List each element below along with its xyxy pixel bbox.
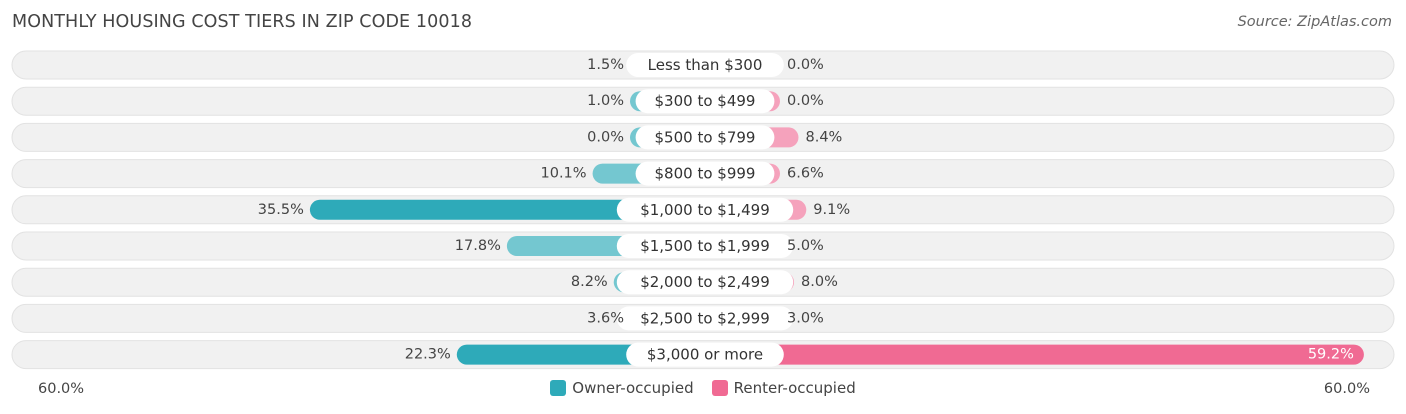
source-label: Source: ZipAtlas.com: [1237, 14, 1392, 30]
renter-value-label: 8.4%: [805, 129, 842, 145]
owner-value-label: 10.1%: [541, 166, 587, 182]
category-pill: [616, 234, 794, 258]
category-label: $1,000 to $1,499: [640, 201, 770, 219]
renter-bar: [705, 344, 1364, 365]
owner-value-label: 1.0%: [587, 93, 624, 109]
category-pill: [635, 161, 775, 186]
renter-value-label: 5.0%: [787, 238, 824, 254]
chart-title: MONTHLY HOUSING COST TIERS IN ZIP CODE 1…: [12, 12, 473, 32]
legend: Owner-occupied Renter-occupied: [0, 379, 1406, 397]
owner-value-label: 17.8%: [455, 238, 501, 254]
owner-value-label: 3.6%: [587, 310, 624, 326]
renter-value-label: 0.0%: [787, 93, 824, 109]
category-label: $1,500 to $1,999: [640, 237, 770, 255]
legend-renter-label: Renter-occupied: [733, 379, 856, 397]
renter-value-label: 6.6%: [787, 166, 824, 182]
renter-value-label: 8.0%: [801, 274, 838, 290]
category-pill: [616, 270, 794, 295]
category-pill: [616, 306, 794, 331]
category-label: Less than $300: [648, 56, 763, 74]
category-label: $500 to $799: [655, 128, 756, 146]
owner-value-label: 35.5%: [258, 202, 304, 218]
category-label: $800 to $999: [655, 165, 756, 183]
renter-value-label: 9.1%: [813, 202, 850, 218]
legend-renter: Renter-occupied: [711, 379, 856, 397]
renter-value-label: 0.0%: [787, 57, 824, 73]
owner-value-label: 0.0%: [587, 129, 624, 145]
legend-owner-label: Owner-occupied: [572, 379, 694, 397]
axis-left-label: 60.0%: [38, 381, 85, 397]
category-label: $2,000 to $2,499: [640, 273, 770, 291]
renter-value-label: 3.0%: [787, 310, 824, 326]
axis-right-label: 60.0%: [1323, 381, 1370, 397]
owner-value-label: 8.2%: [571, 274, 608, 290]
category-pill: [635, 89, 775, 114]
category-label: $3,000 or more: [647, 346, 763, 364]
owner-bar: [309, 199, 705, 220]
category-pill: [626, 342, 784, 367]
owner-value-label: 22.3%: [405, 347, 451, 363]
category-label: $300 to $499: [655, 92, 756, 110]
owner-value-label: 1.5%: [587, 57, 624, 73]
renter-swatch: [711, 380, 728, 396]
category-pill: [635, 125, 775, 150]
category-pill: [616, 197, 794, 222]
renter-value-label: 59.2%: [1308, 347, 1354, 363]
legend-owner: Owner-occupied: [550, 379, 694, 397]
category-pill: [626, 53, 784, 77]
owner-swatch: [550, 380, 567, 396]
category-label: $2,500 to $2,999: [640, 309, 770, 327]
